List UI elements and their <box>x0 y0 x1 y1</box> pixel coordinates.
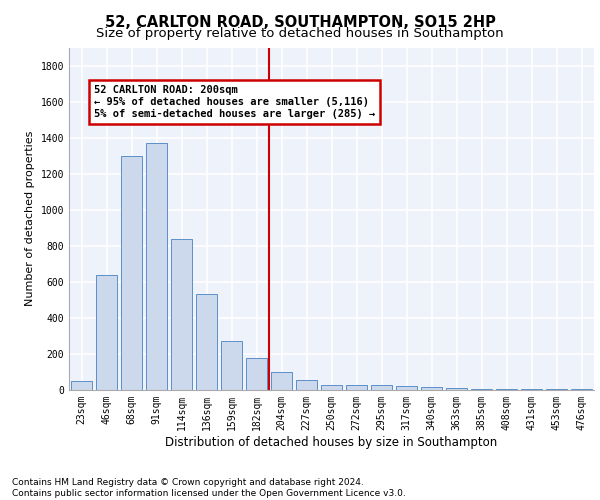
Text: 52, CARLTON ROAD, SOUTHAMPTON, SO15 2HP: 52, CARLTON ROAD, SOUTHAMPTON, SO15 2HP <box>104 15 496 30</box>
Bar <box>296 380 317 390</box>
Bar <box>521 389 542 390</box>
Bar <box>271 372 292 390</box>
Bar <box>396 386 417 390</box>
Text: 52 CARLTON ROAD: 200sqm
← 95% of detached houses are smaller (5,116)
5% of semi-: 52 CARLTON ROAD: 200sqm ← 95% of detache… <box>94 86 375 118</box>
Bar <box>346 384 367 390</box>
Bar <box>196 294 217 390</box>
Text: Size of property relative to detached houses in Southampton: Size of property relative to detached ho… <box>96 28 504 40</box>
Y-axis label: Number of detached properties: Number of detached properties <box>25 131 35 306</box>
Text: Contains HM Land Registry data © Crown copyright and database right 2024.
Contai: Contains HM Land Registry data © Crown c… <box>12 478 406 498</box>
Bar <box>496 389 517 390</box>
Bar <box>221 342 242 390</box>
Bar <box>421 387 442 390</box>
Bar <box>571 389 592 390</box>
Bar <box>471 389 492 390</box>
Bar <box>96 274 117 390</box>
Bar <box>546 389 567 390</box>
X-axis label: Distribution of detached houses by size in Southampton: Distribution of detached houses by size … <box>166 436 497 448</box>
Bar <box>246 358 267 390</box>
Bar <box>71 381 92 390</box>
Bar <box>371 386 392 390</box>
Bar <box>446 388 467 390</box>
Bar <box>321 384 342 390</box>
Bar <box>171 238 192 390</box>
Bar <box>146 143 167 390</box>
Bar <box>121 156 142 390</box>
